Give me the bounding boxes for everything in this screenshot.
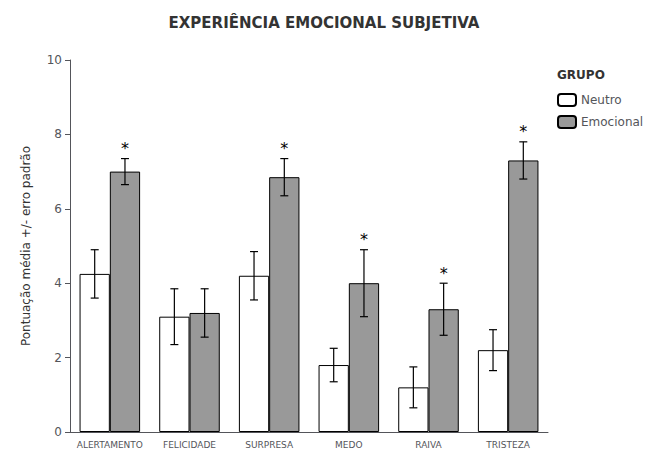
svg-text:4: 4	[54, 276, 62, 290]
svg-text:ALERTAMENTO: ALERTAMENTO	[77, 440, 143, 450]
svg-text:FELICIDADE: FELICIDADE	[163, 440, 216, 450]
svg-text:TRISTEZA: TRISTEZA	[485, 440, 530, 450]
svg-text:*: *	[519, 122, 527, 141]
svg-text:SURPRESA: SURPRESA	[245, 440, 294, 450]
svg-text:6: 6	[54, 202, 62, 216]
svg-text:*: *	[121, 139, 129, 158]
svg-text:*: *	[440, 264, 448, 283]
svg-text:*: *	[280, 139, 288, 158]
svg-text:0: 0	[54, 425, 62, 439]
svg-text:Pontuação média +/- erro padrã: Pontuação média +/- erro padrão	[19, 146, 33, 346]
svg-text:Emocional: Emocional	[581, 115, 643, 129]
svg-text:*: *	[360, 230, 368, 249]
svg-text:MEDO: MEDO	[335, 440, 362, 450]
svg-text:Neutro: Neutro	[581, 93, 622, 107]
svg-text:GRUPO: GRUPO	[557, 68, 605, 82]
svg-text:EXPERIÊNCIA EMOCIONAL SUBJETIV: EXPERIÊNCIA EMOCIONAL SUBJETIVA	[169, 13, 480, 32]
svg-text:RAIVA: RAIVA	[415, 440, 442, 450]
svg-text:10: 10	[47, 53, 62, 67]
svg-text:8: 8	[54, 127, 62, 141]
svg-text:2: 2	[54, 351, 62, 365]
